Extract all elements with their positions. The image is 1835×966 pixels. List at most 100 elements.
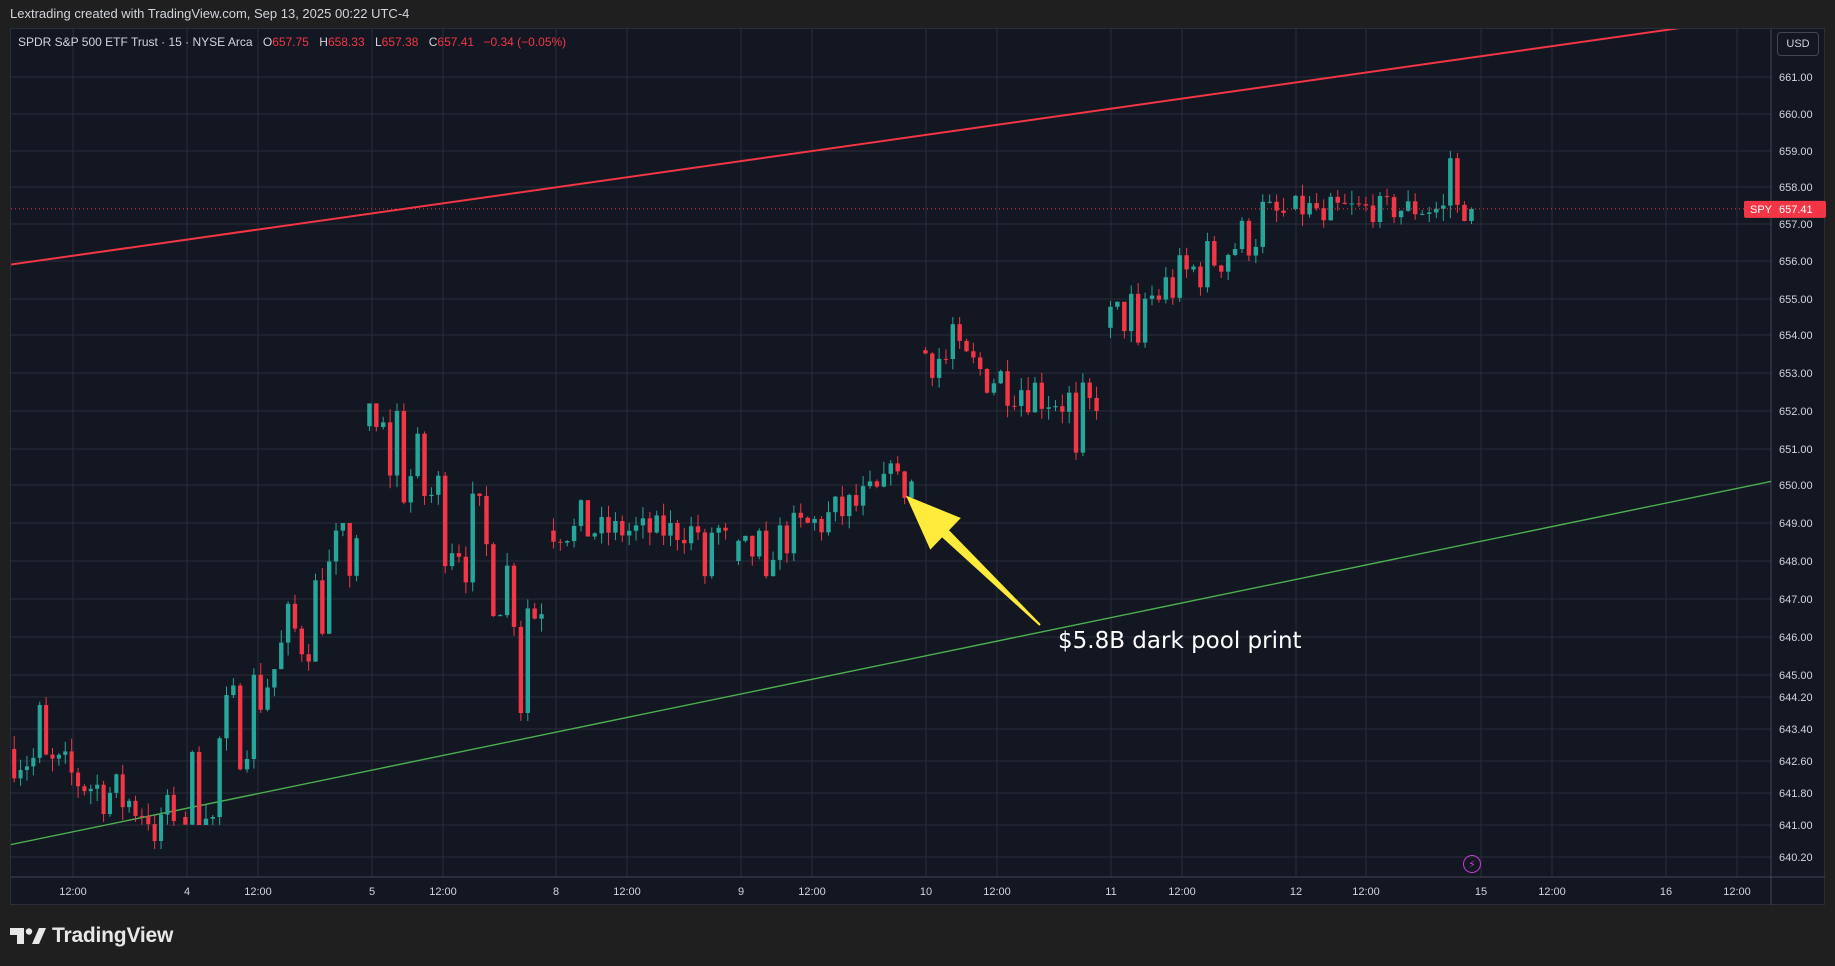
candle-body[interactable] <box>1281 210 1286 213</box>
candle-body[interactable] <box>333 530 339 562</box>
candle-body[interactable] <box>1087 382 1092 398</box>
candle-body[interactable] <box>120 774 125 808</box>
candle-body[interactable] <box>1191 266 1196 270</box>
candle-body[interactable] <box>442 475 448 567</box>
candle-body[interactable] <box>620 520 625 536</box>
candle-body[interactable] <box>272 669 277 688</box>
candle-body[interactable] <box>1025 390 1031 413</box>
candle-body[interactable] <box>565 541 570 543</box>
candle-body[interactable] <box>44 705 49 755</box>
candle-body[interactable] <box>1115 301 1120 307</box>
candle-body[interactable] <box>1184 255 1189 270</box>
symbol-legend[interactable]: SPDR S&P 500 ETF Trust · 15 · NYSE Arca … <box>18 35 566 49</box>
candle-body[interactable] <box>285 603 291 643</box>
dark-pool-annotation[interactable]: $5.8B dark pool print <box>1058 628 1302 654</box>
candle-body[interactable] <box>1060 406 1065 412</box>
candle-body[interactable] <box>936 358 942 378</box>
candle-body[interactable] <box>327 561 332 634</box>
candle-body[interactable] <box>613 520 618 533</box>
candle-body[interactable] <box>152 824 157 841</box>
candle-body[interactable] <box>571 525 577 542</box>
candle-body[interactable] <box>1384 196 1390 198</box>
candle-body[interactable] <box>1232 249 1238 255</box>
candle-body[interactable] <box>606 517 611 533</box>
candle-body[interactable] <box>18 769 23 779</box>
candle-body[interactable] <box>763 530 769 577</box>
candle-body[interactable] <box>401 411 407 503</box>
candle-body[interactable] <box>860 486 866 506</box>
candle-body[interactable] <box>757 530 762 557</box>
candle-body[interactable] <box>1455 158 1460 205</box>
candle-body[interactable] <box>224 695 229 739</box>
candle-body[interactable] <box>1170 277 1175 298</box>
candle-body[interactable] <box>1129 293 1134 332</box>
candle-body[interactable] <box>654 515 659 533</box>
candle-body[interactable] <box>826 512 831 533</box>
candle-body[interactable] <box>12 749 17 779</box>
trendline-resistance[interactable] <box>9 25 1700 266</box>
candle-body[interactable] <box>599 517 604 534</box>
candle-body[interactable] <box>1039 382 1044 409</box>
candle-body[interactable] <box>791 512 797 554</box>
candle-body[interactable] <box>1391 197 1397 218</box>
candle-body[interactable] <box>1363 204 1369 206</box>
candle-body[interactable] <box>183 817 188 825</box>
candle-body[interactable] <box>1239 220 1245 250</box>
candle-body[interactable] <box>798 512 803 518</box>
candle-body[interactable] <box>107 792 113 815</box>
candle-body[interactable] <box>1046 407 1051 409</box>
candle-body[interactable] <box>1349 203 1355 205</box>
candle-body[interactable] <box>24 766 30 770</box>
candle-body[interactable] <box>133 800 138 816</box>
candle-body[interactable] <box>551 530 556 542</box>
candle-body[interactable] <box>770 559 776 577</box>
candle-body[interactable] <box>874 481 880 487</box>
candle-body[interactable] <box>585 500 591 537</box>
candle-body[interactable] <box>812 519 817 523</box>
candle-body[interactable] <box>1163 277 1169 300</box>
candle-body[interactable] <box>1067 392 1072 412</box>
candle-body[interactable] <box>950 324 955 360</box>
candle-body[interactable] <box>1253 246 1259 256</box>
candle-body[interactable] <box>777 525 783 560</box>
candle-body[interactable] <box>592 533 597 537</box>
candle-body[interactable] <box>1441 205 1446 209</box>
candle-body[interactable] <box>695 526 701 533</box>
candle-body[interactable] <box>101 784 106 815</box>
candle-body[interactable] <box>1019 390 1024 406</box>
candle-body[interactable] <box>1398 210 1404 218</box>
candle-body[interactable] <box>840 496 845 517</box>
candle-body[interactable] <box>265 687 270 710</box>
candle-body[interactable] <box>381 422 386 427</box>
candle-body[interactable] <box>231 685 236 696</box>
candle-body[interactable] <box>258 674 263 710</box>
candle-body[interactable] <box>1053 406 1058 408</box>
candle-body[interactable] <box>1342 202 1348 204</box>
candle-body[interactable] <box>532 608 537 619</box>
candle-body[interactable] <box>306 654 311 662</box>
candle-body[interactable] <box>238 685 243 770</box>
candle-body[interactable] <box>244 758 250 770</box>
candle-body[interactable] <box>491 544 496 617</box>
symbol-name[interactable]: SPDR S&P 500 ETF Trust · 15 · NYSE Arca <box>18 35 253 49</box>
candle-body[interactable] <box>675 523 680 540</box>
candle-body[interactable] <box>31 757 36 767</box>
candle-body[interactable] <box>484 495 489 545</box>
candle-body[interactable] <box>682 539 687 544</box>
candle-body[interactable] <box>1405 201 1411 211</box>
candle-body[interactable] <box>1260 201 1265 247</box>
annotation-arrow[interactable] <box>906 495 1041 626</box>
candle-body[interactable] <box>127 800 132 808</box>
candle-body[interactable] <box>50 754 55 759</box>
candle-body[interactable] <box>930 353 935 378</box>
candle-body[interactable] <box>1177 255 1182 298</box>
candle-body[interactable] <box>394 411 400 476</box>
candle-body[interactable] <box>750 535 755 557</box>
candle-body[interactable] <box>374 403 379 427</box>
candle-body[interactable] <box>1225 254 1231 272</box>
candle-body[interactable] <box>971 351 976 358</box>
candle-body[interactable] <box>1108 306 1113 328</box>
last-price-tag[interactable] <box>1744 200 1826 218</box>
candle-body[interactable] <box>463 556 469 583</box>
candle-body[interactable] <box>1219 265 1224 272</box>
